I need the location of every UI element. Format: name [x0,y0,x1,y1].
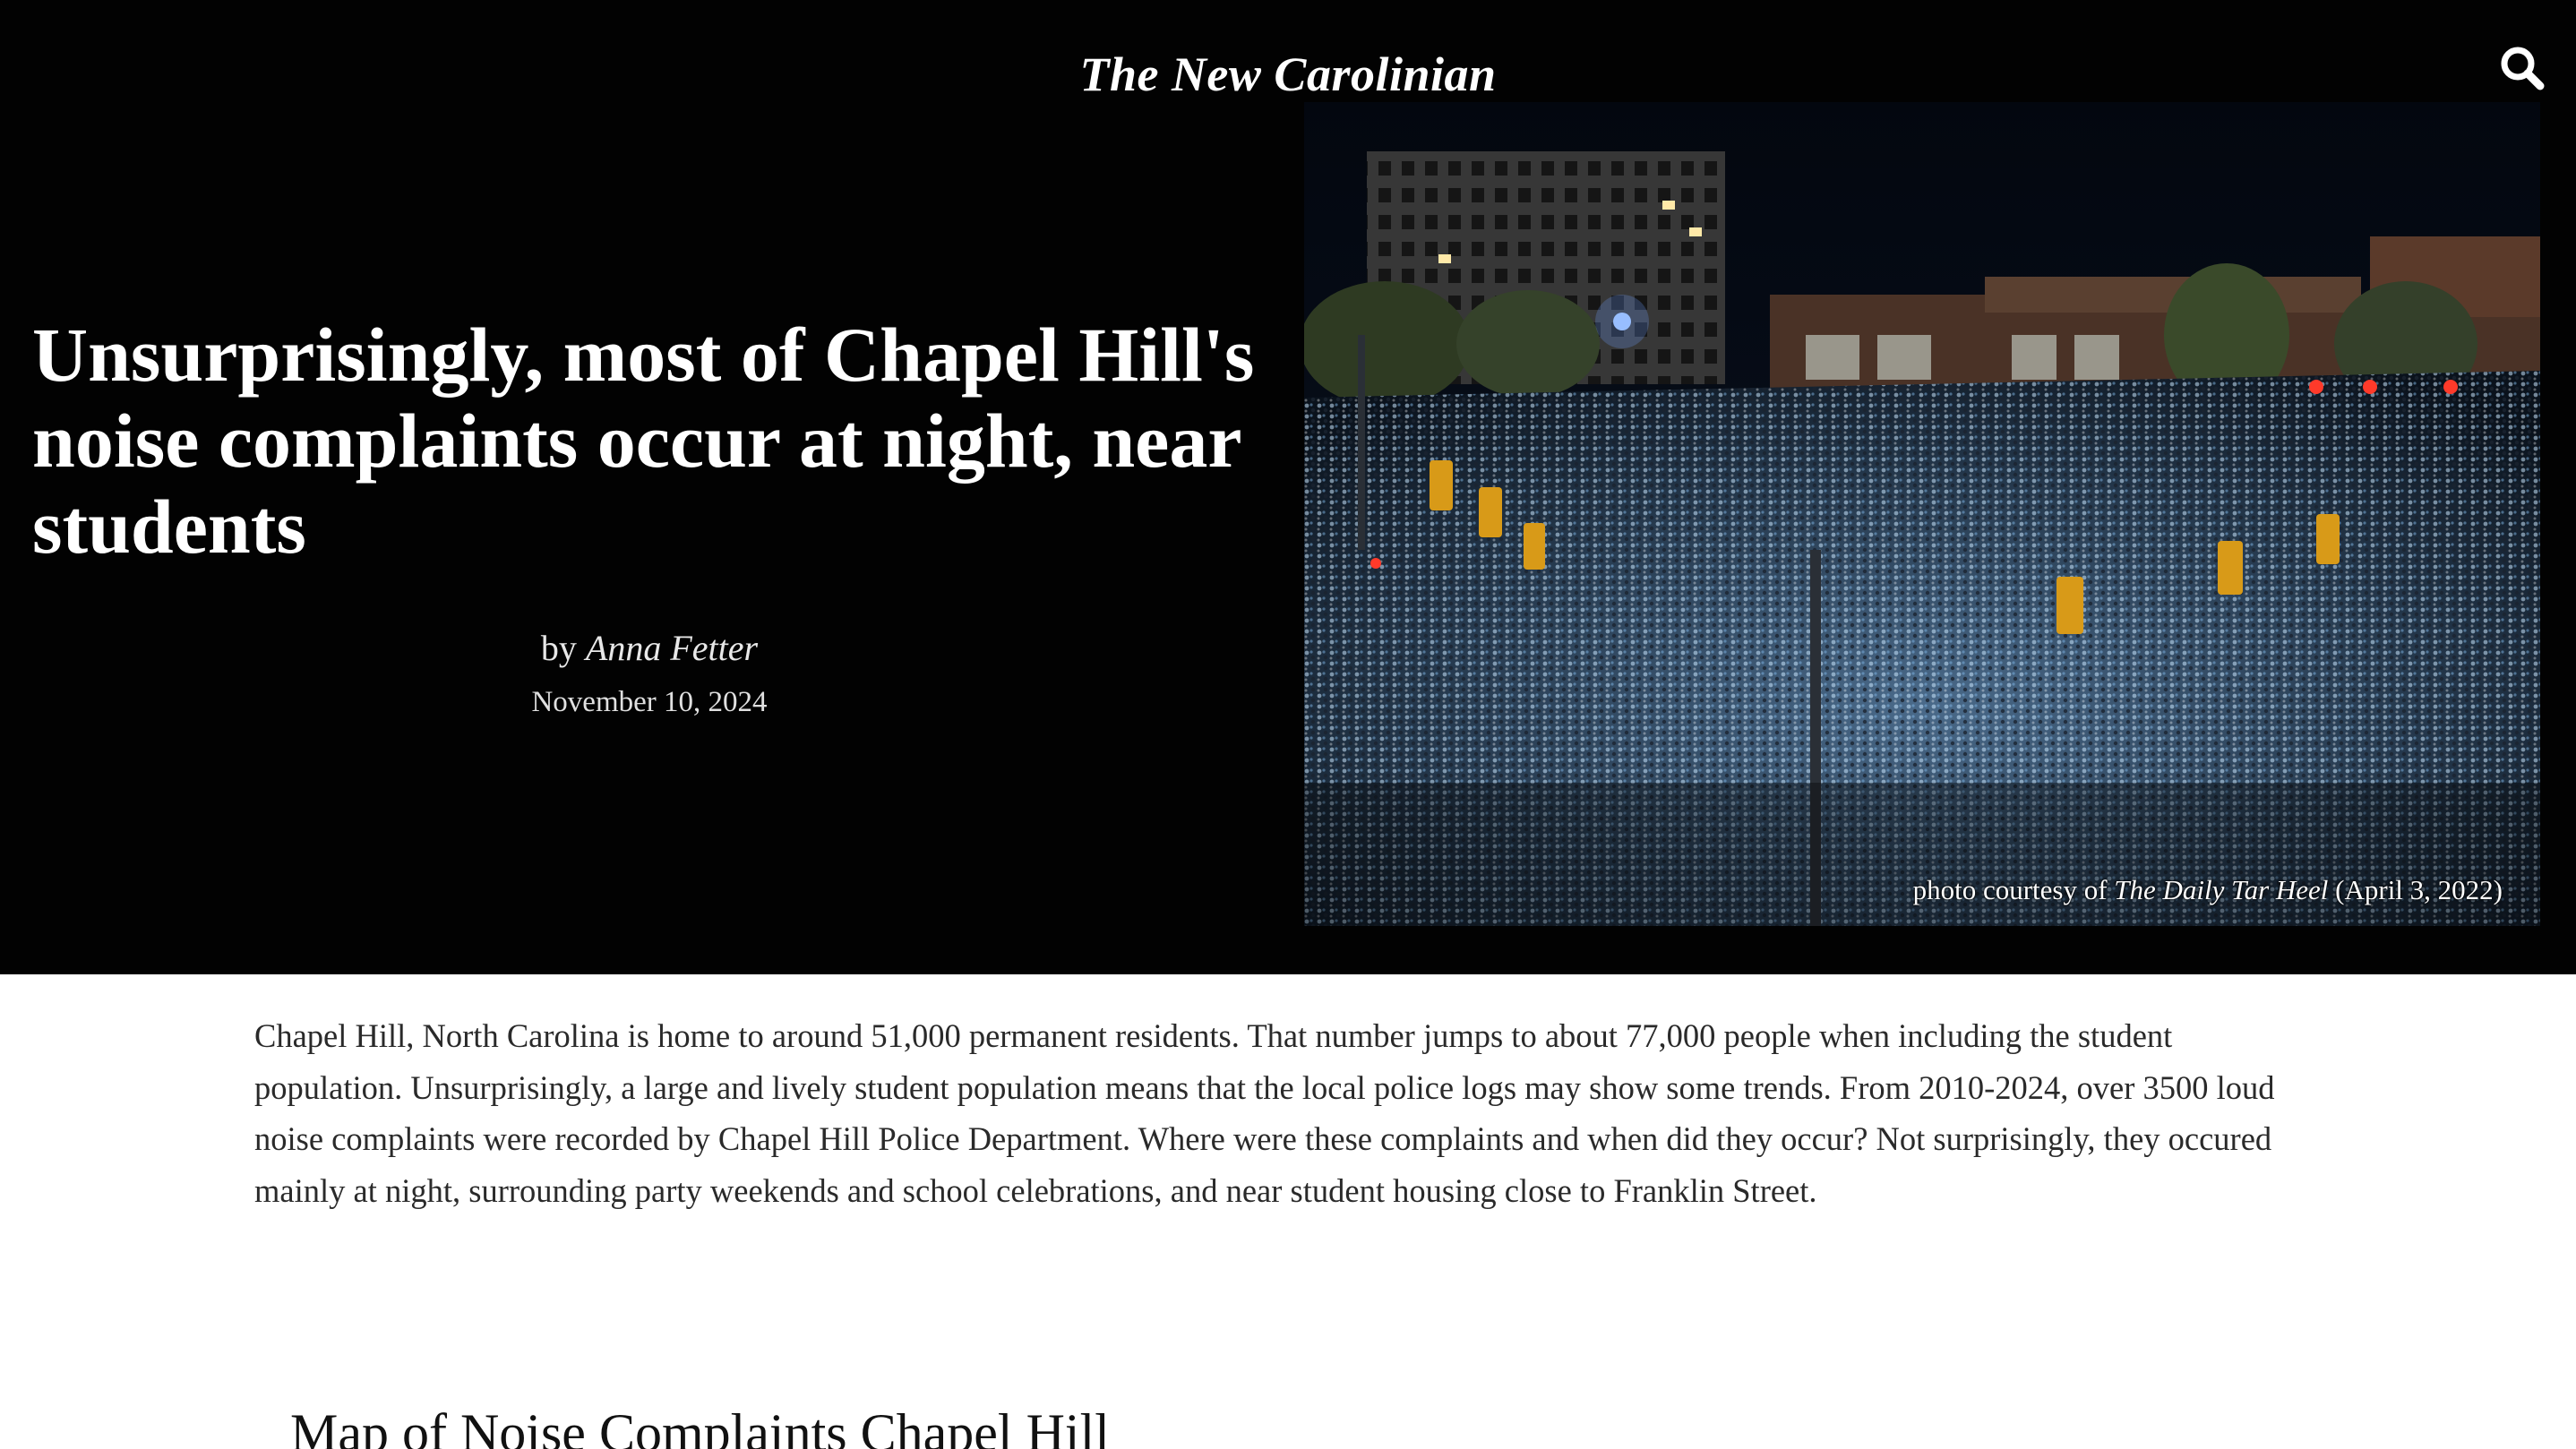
search-icon[interactable] [2497,43,2547,93]
byline-prefix: by [540,628,577,668]
caption-publication: The Daily Tar Heel [2114,874,2329,905]
byline: by Anna Fetter [0,627,1299,669]
crowd-photo-illustration [1304,102,2540,926]
caption-suffix: (April 3, 2022) [2335,874,2503,905]
article-headline: Unsurprisingly, most of Chapel Hill's no… [32,312,1255,570]
author-name[interactable]: Anna Fetter [585,628,759,668]
site-title[interactable]: The New Carolinian [1079,47,1497,101]
hero-photo: photo courtesy of The Daily Tar Heel (Ap… [1304,102,2540,926]
article-intro-paragraph: Chapel Hill, North Carolina is home to a… [254,1017,2275,1209]
caption-prefix: photo courtesy of [1912,874,2108,905]
hero-section: The New Carolinian Unsurprisingly, most … [0,0,2576,974]
photo-caption: photo courtesy of The Daily Tar Heel (Ap… [1913,874,2503,906]
publish-date: November 10, 2024 [531,686,768,718]
section-title: Map of Noise Complaints Chapel Hill [290,1403,1110,1449]
